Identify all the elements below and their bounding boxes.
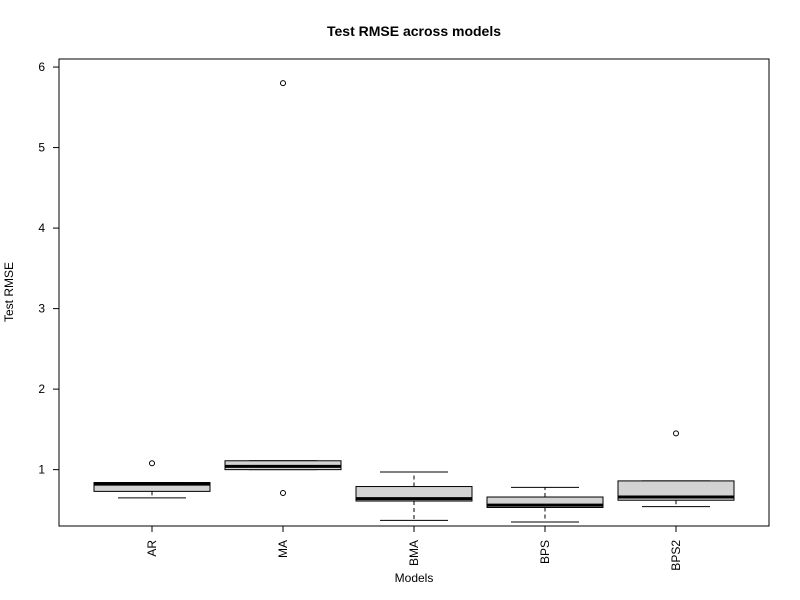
box-ma <box>224 80 342 496</box>
box-bma <box>355 471 473 521</box>
y-tick-label: 5 <box>38 141 45 155</box>
x-tick-label: BPS2 <box>669 540 683 571</box>
y-tick-label: 4 <box>38 221 45 235</box>
y-axis: 1 2 3 4 5 6 <box>38 60 60 477</box>
box-bps2 <box>617 430 735 508</box>
x-axis-label: Models <box>395 571 434 585</box>
chart-title: Test RMSE across models <box>327 23 501 39</box>
box-iqr <box>93 482 211 492</box>
box-bps <box>486 486 604 523</box>
outlier-point <box>280 489 286 496</box>
x-tick-label: MA <box>276 540 290 558</box>
plot-frame <box>58 58 770 527</box>
y-tick-label: 2 <box>38 382 45 396</box>
x-tick-label: AR <box>145 540 159 557</box>
x-tick-label: BPS <box>538 540 552 564</box>
box-iqr <box>617 480 735 501</box>
y-tick-label: 3 <box>38 302 45 316</box>
outlier-point <box>149 460 155 467</box>
boxes-layer <box>93 80 735 523</box>
outlier-point <box>673 430 679 437</box>
y-tick-label: 6 <box>38 60 45 74</box>
box-iqr <box>486 496 604 508</box>
box-ar <box>93 460 211 499</box>
y-axis-label: Test RMSE <box>2 262 16 322</box>
y-tick-label: 1 <box>38 463 45 477</box>
x-axis: AR MA BMA BPS BPS2 <box>145 525 683 571</box>
x-tick-label: BMA <box>407 540 421 566</box>
outlier-point <box>280 80 286 87</box>
